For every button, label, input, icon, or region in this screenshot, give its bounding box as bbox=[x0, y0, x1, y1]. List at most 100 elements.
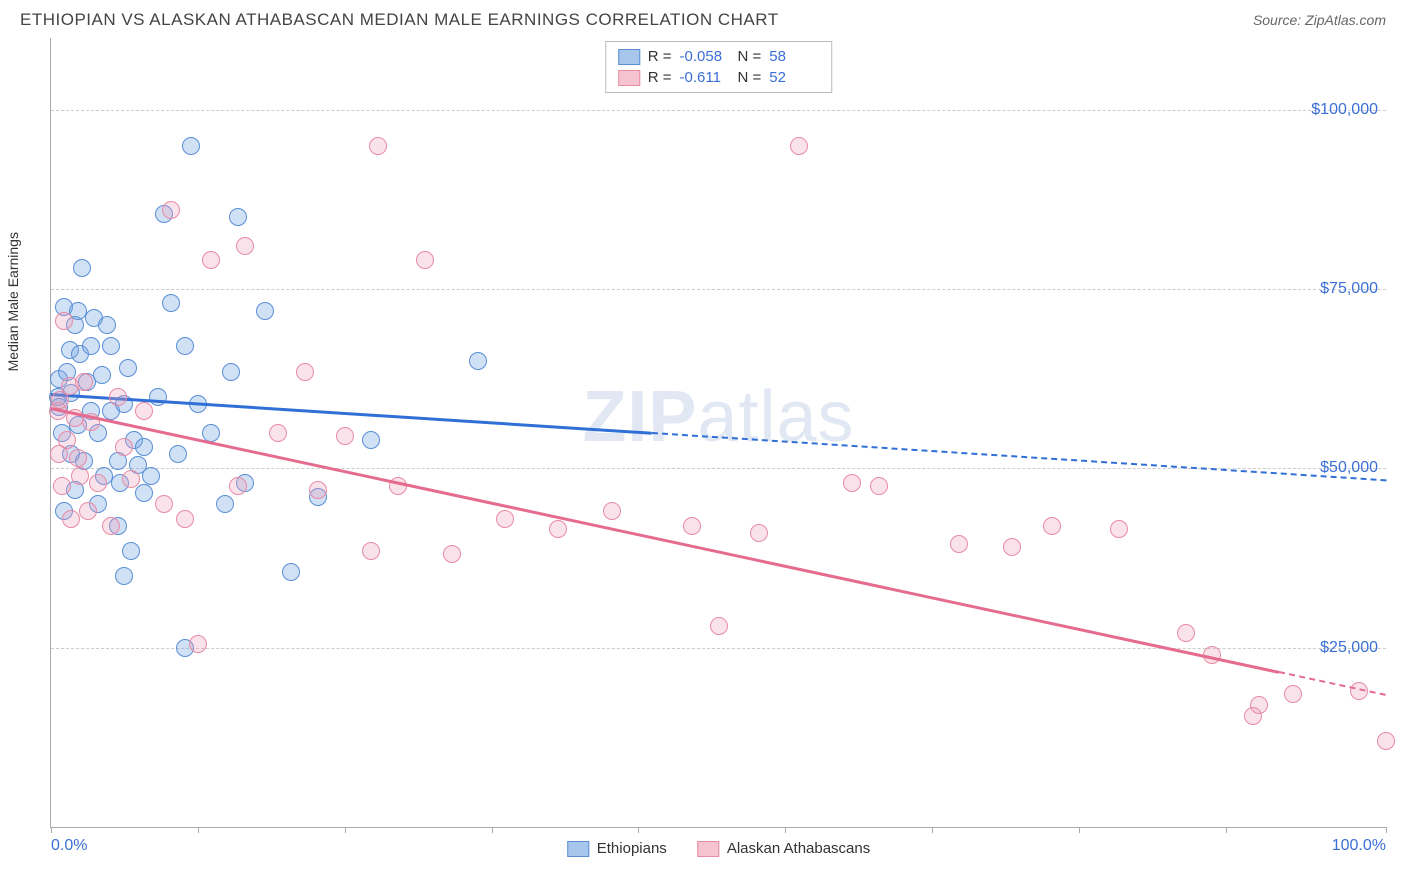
stat-n-label: N = bbox=[738, 69, 762, 86]
series-legend: Ethiopians Alaskan Athabascans bbox=[567, 840, 871, 857]
legend-swatch bbox=[618, 49, 640, 65]
x-tick-mark bbox=[638, 827, 639, 833]
data-point bbox=[269, 424, 287, 442]
data-point bbox=[115, 567, 133, 585]
x-tick-mark bbox=[492, 827, 493, 833]
data-point bbox=[169, 445, 187, 463]
data-point bbox=[53, 477, 71, 495]
data-point bbox=[443, 545, 461, 563]
trend-line bbox=[51, 407, 1280, 673]
gridline bbox=[51, 110, 1386, 111]
stat-r-value: -0.058 bbox=[680, 48, 730, 65]
x-tick-mark bbox=[1226, 827, 1227, 833]
data-point bbox=[122, 542, 140, 560]
data-point bbox=[176, 510, 194, 528]
data-point bbox=[82, 337, 100, 355]
x-tick-mark bbox=[1079, 827, 1080, 833]
data-point bbox=[89, 474, 107, 492]
data-point bbox=[93, 366, 111, 384]
stat-r-label: R = bbox=[648, 48, 672, 65]
data-point bbox=[79, 502, 97, 520]
data-point bbox=[750, 524, 768, 542]
data-point bbox=[1377, 732, 1395, 750]
x-max-label: 100.0% bbox=[1332, 837, 1386, 855]
chart-area: Median Male Earnings ZIPatlas $25,000$50… bbox=[50, 38, 1386, 828]
data-point bbox=[73, 259, 91, 277]
data-point bbox=[603, 502, 621, 520]
x-min-label: 0.0% bbox=[51, 837, 87, 855]
gridline bbox=[51, 289, 1386, 290]
legend-swatch bbox=[618, 70, 640, 86]
stat-r-value: -0.611 bbox=[680, 69, 730, 86]
data-point bbox=[102, 517, 120, 535]
data-point bbox=[369, 137, 387, 155]
data-point bbox=[189, 635, 207, 653]
data-point bbox=[282, 563, 300, 581]
data-point bbox=[222, 363, 240, 381]
data-point bbox=[683, 517, 701, 535]
data-point bbox=[71, 467, 89, 485]
data-point bbox=[1043, 517, 1061, 535]
data-point bbox=[1250, 696, 1268, 714]
data-point bbox=[296, 363, 314, 381]
y-tick-label: $100,000 bbox=[1311, 101, 1378, 119]
y-tick-label: $25,000 bbox=[1320, 639, 1378, 657]
data-point bbox=[58, 431, 76, 449]
y-tick-label: $75,000 bbox=[1320, 280, 1378, 298]
data-point bbox=[122, 470, 140, 488]
data-point bbox=[469, 352, 487, 370]
data-point bbox=[362, 431, 380, 449]
x-tick-mark bbox=[345, 827, 346, 833]
data-point bbox=[229, 208, 247, 226]
stat-r-label: R = bbox=[648, 69, 672, 86]
data-point bbox=[162, 294, 180, 312]
data-point bbox=[202, 424, 220, 442]
data-point bbox=[69, 449, 87, 467]
source-label: Source: ZipAtlas.com bbox=[1253, 12, 1386, 28]
data-point bbox=[256, 302, 274, 320]
data-point bbox=[843, 474, 861, 492]
data-point bbox=[229, 477, 247, 495]
data-point bbox=[549, 520, 567, 538]
data-point bbox=[710, 617, 728, 635]
stat-row: R =-0.058N =58 bbox=[618, 46, 820, 67]
correlation-stats-box: R =-0.058N =58R =-0.611N =52 bbox=[605, 41, 833, 93]
data-point bbox=[1110, 520, 1128, 538]
chart-title: ETHIOPIAN VS ALASKAN ATHABASCAN MEDIAN M… bbox=[20, 10, 779, 30]
data-point bbox=[236, 237, 254, 255]
data-point bbox=[142, 467, 160, 485]
data-point bbox=[119, 359, 137, 377]
legend-swatch bbox=[697, 841, 719, 857]
data-point bbox=[176, 337, 194, 355]
stat-n-value: 52 bbox=[769, 69, 819, 86]
data-point bbox=[870, 477, 888, 495]
gridline bbox=[51, 648, 1386, 649]
stat-n-label: N = bbox=[738, 48, 762, 65]
trend-line bbox=[652, 432, 1386, 481]
legend-item: Ethiopians bbox=[567, 840, 667, 857]
data-point bbox=[336, 427, 354, 445]
data-point bbox=[162, 201, 180, 219]
legend-label: Alaskan Athabascans bbox=[727, 840, 870, 857]
gridline bbox=[51, 468, 1386, 469]
data-point bbox=[416, 251, 434, 269]
data-point bbox=[182, 137, 200, 155]
x-tick-mark bbox=[198, 827, 199, 833]
x-tick-mark bbox=[51, 827, 52, 833]
stat-row: R = -0.611 N = 52 bbox=[618, 67, 820, 88]
legend-label: Ethiopians bbox=[597, 840, 667, 857]
x-tick-mark bbox=[785, 827, 786, 833]
data-point bbox=[309, 481, 327, 499]
data-point bbox=[155, 495, 173, 513]
data-point bbox=[1284, 685, 1302, 703]
data-point bbox=[55, 312, 73, 330]
data-point bbox=[115, 438, 133, 456]
data-point bbox=[202, 251, 220, 269]
y-axis-label: Median Male Earnings bbox=[5, 232, 21, 371]
x-tick-mark bbox=[932, 827, 933, 833]
data-point bbox=[102, 337, 120, 355]
x-tick-mark bbox=[1386, 827, 1387, 833]
data-point bbox=[135, 484, 153, 502]
data-point bbox=[1177, 624, 1195, 642]
data-point bbox=[790, 137, 808, 155]
